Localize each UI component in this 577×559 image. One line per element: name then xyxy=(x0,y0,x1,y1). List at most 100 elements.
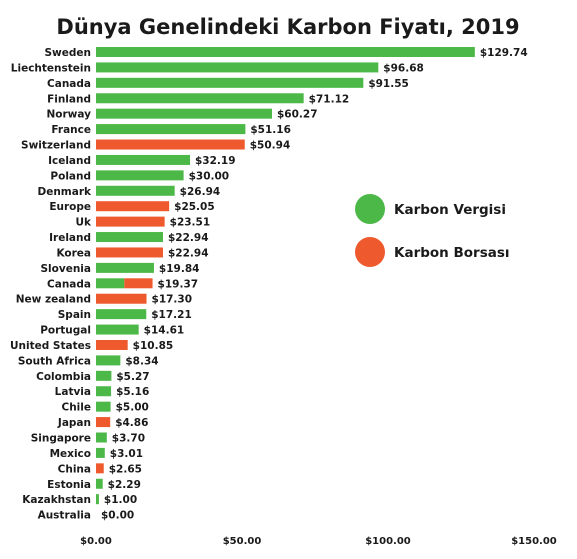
category-label: France xyxy=(51,124,91,136)
bar-portugal-18 xyxy=(96,324,139,335)
category-label: Canada xyxy=(47,278,91,290)
bar-spain-17 xyxy=(96,309,147,320)
value-label: $91.55 xyxy=(368,78,409,90)
value-labels: $129.74 $96.68 $91.55 $71.12 $60.27 $51.16 $50… xyxy=(101,47,528,522)
value-label: $17.21 xyxy=(151,309,192,321)
bar-switzerland-6 xyxy=(96,139,245,150)
category-label: China xyxy=(58,463,91,475)
value-label: $25.05 xyxy=(174,201,215,213)
bar-estonia-28 xyxy=(96,478,103,489)
legend-label: Karbon Vergisi xyxy=(394,202,506,218)
bar-japan-24 xyxy=(96,417,111,428)
bar-slovenia-14 xyxy=(96,262,154,273)
category-label: Europe xyxy=(49,201,91,213)
value-label: $23.51 xyxy=(170,217,211,229)
bar-norway-4 xyxy=(96,108,272,119)
category-label: Switzerland xyxy=(21,140,91,152)
bar-poland-8 xyxy=(96,170,184,181)
bar-chile-23 xyxy=(96,401,111,412)
category-label: Iceland xyxy=(48,155,91,167)
legend-label: Karbon Borsası xyxy=(394,245,510,261)
bar-south-africa-20 xyxy=(96,355,121,366)
value-label: $5.16 xyxy=(116,386,149,398)
x-tick-label: $100.00 xyxy=(365,536,411,547)
bar-canada-2 xyxy=(96,77,364,88)
value-label: $26.94 xyxy=(180,186,221,198)
x-axis: $0.00 $50.00 $100.00 $150.00 xyxy=(80,536,557,547)
category-label: Latvia xyxy=(55,386,91,398)
value-label: $3.70 xyxy=(112,433,145,445)
chart-title: Dünya Genelindeki Karbon Fiyatı, 2019 xyxy=(56,15,519,39)
category-label: Uk xyxy=(75,217,92,229)
value-label: $5.00 xyxy=(116,402,149,414)
category-labels: Sweden Liechtenstein Canada Finland Norway Fr… xyxy=(10,47,92,522)
value-label: $19.37 xyxy=(158,278,199,290)
category-label: Ireland xyxy=(49,232,91,244)
value-label: $129.74 xyxy=(480,47,528,59)
bar-canada-15-tax xyxy=(96,278,125,289)
bar-sweden-0 xyxy=(96,47,475,57)
value-label: $0.00 xyxy=(101,510,134,522)
value-label: $22.94 xyxy=(168,232,209,244)
value-label: $2.29 xyxy=(108,479,141,491)
bar-kazakhstan-29 xyxy=(96,494,99,505)
category-label: Portugal xyxy=(40,325,91,337)
x-tick-label: $150.00 xyxy=(511,536,557,547)
category-label: Canada xyxy=(47,78,91,90)
bar-finland-3 xyxy=(96,93,304,104)
category-label: Poland xyxy=(50,170,91,182)
value-label: $51.16 xyxy=(250,124,291,136)
legend: Karbon Vergisi Karbon Borsası xyxy=(355,194,510,267)
bar-liechtenstein-1 xyxy=(96,62,379,73)
bar-china-27 xyxy=(96,463,104,474)
category-label: Norway xyxy=(47,109,92,121)
category-label: Estonia xyxy=(47,479,91,491)
bar-korea-13 xyxy=(96,247,163,258)
category-label: Finland xyxy=(47,93,91,105)
value-label: $19.84 xyxy=(159,263,200,275)
category-label: South Africa xyxy=(18,355,91,367)
category-label: New zealand xyxy=(16,294,91,306)
bar-colombia-21 xyxy=(96,370,112,381)
value-label: $4.86 xyxy=(115,417,148,429)
category-label: Colombia xyxy=(36,371,91,383)
legend-swatch xyxy=(355,237,385,267)
category-label: Spain xyxy=(58,309,91,321)
bar-iceland-7 xyxy=(96,154,190,165)
value-label: $2.65 xyxy=(109,463,142,475)
category-label: Slovenia xyxy=(40,263,91,275)
category-label: Mexico xyxy=(50,448,91,460)
value-label: $3.01 xyxy=(110,448,143,460)
value-label: $17.30 xyxy=(152,294,193,306)
value-label: $5.27 xyxy=(116,371,149,383)
category-label: Liechtenstein xyxy=(11,62,91,74)
bar-europe-10 xyxy=(96,201,170,212)
value-label: $96.68 xyxy=(383,62,424,74)
category-label: Kazakhstan xyxy=(22,494,91,506)
bar-new-zealand-16 xyxy=(96,293,147,304)
value-label: $14.61 xyxy=(144,325,185,337)
bar-singapore-25 xyxy=(96,432,107,443)
value-label: $1.00 xyxy=(104,494,137,506)
bar-denmark-9 xyxy=(96,185,175,196)
category-label: Singapore xyxy=(31,433,91,445)
x-tick-label: $50.00 xyxy=(223,536,262,547)
category-label: Denmark xyxy=(38,186,93,198)
category-label: Sweden xyxy=(45,47,92,59)
value-label: $60.27 xyxy=(277,109,318,121)
bar-canada-15-trade xyxy=(124,278,153,289)
value-label: $50.94 xyxy=(250,140,291,152)
bar-united-states-19 xyxy=(96,339,128,350)
bar-france-5 xyxy=(96,124,246,135)
bar-latvia-22 xyxy=(96,386,112,397)
category-label: Korea xyxy=(56,247,91,259)
category-label: Australia xyxy=(38,510,91,522)
bars-layer xyxy=(96,47,475,505)
legend-swatch xyxy=(355,194,385,224)
bar-uk-11 xyxy=(96,216,165,227)
bar-mexico-26 xyxy=(96,447,105,458)
value-label: $10.85 xyxy=(133,340,174,352)
x-tick-label: $0.00 xyxy=(80,536,112,547)
category-label: United States xyxy=(10,340,91,352)
